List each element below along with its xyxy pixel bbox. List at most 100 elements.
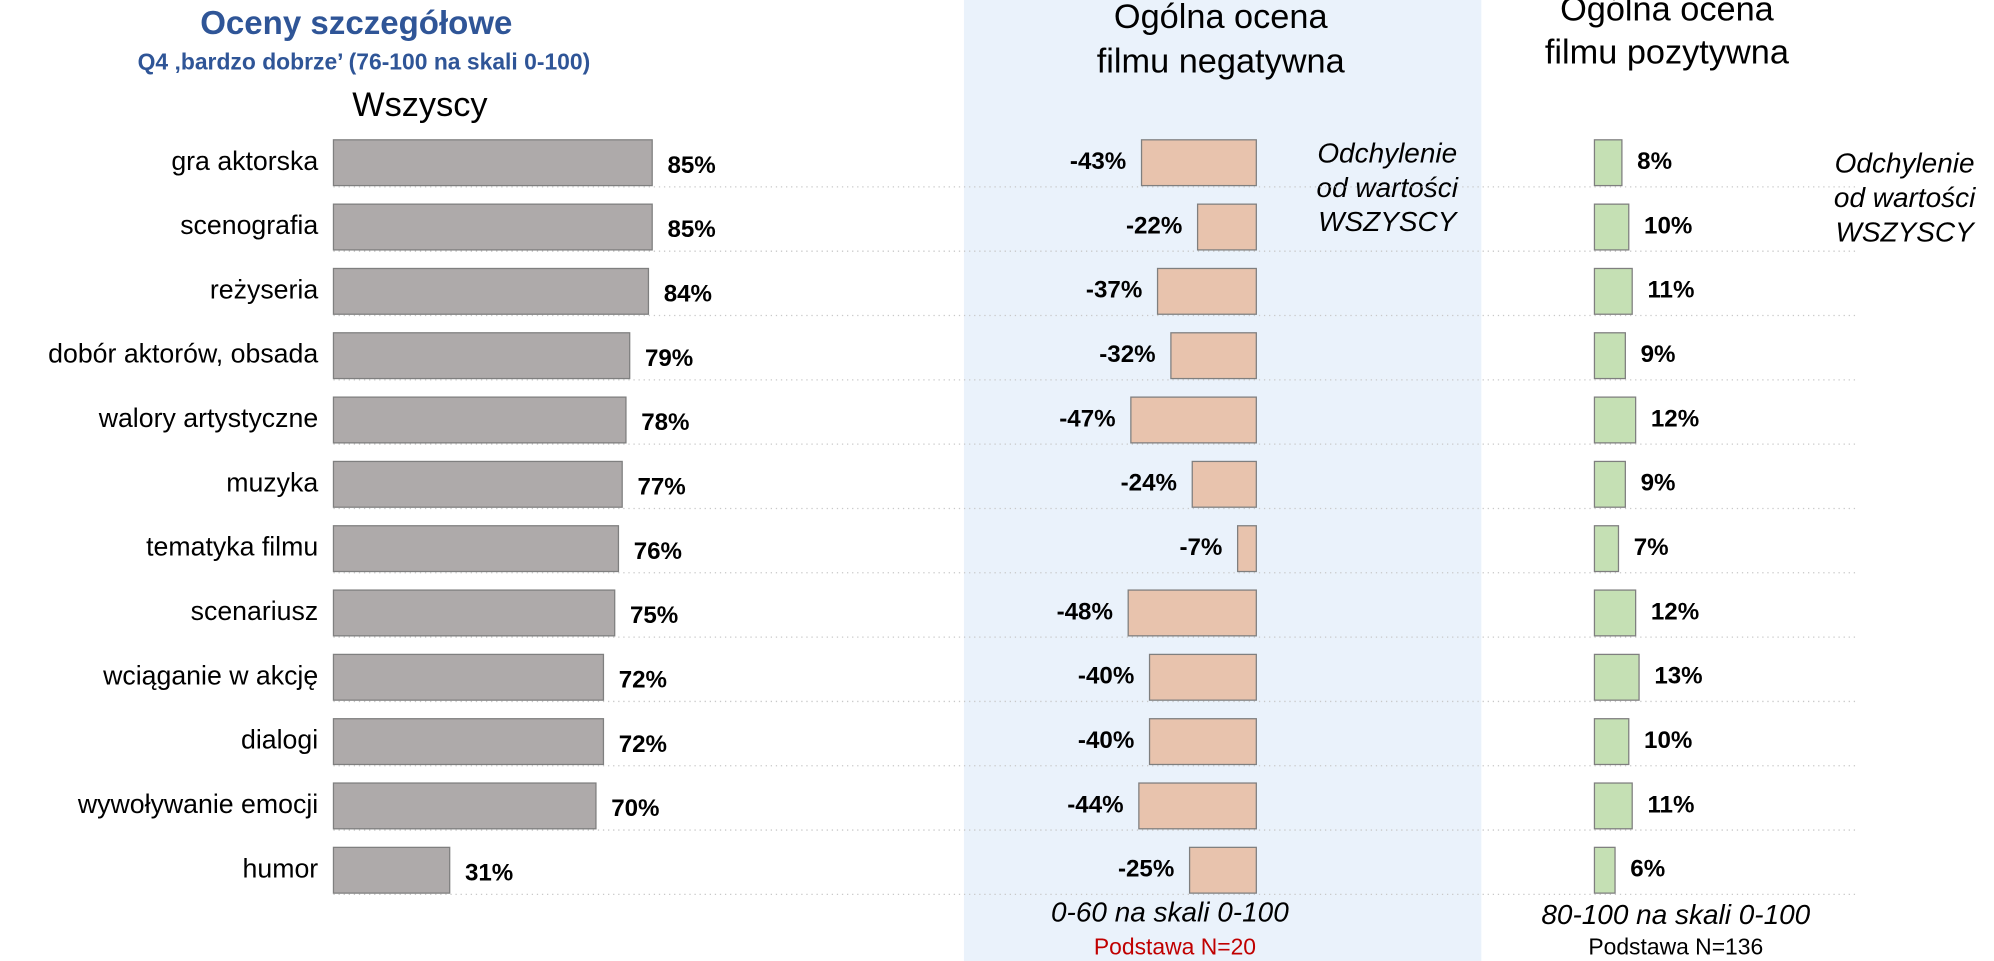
- bar: [332, 139, 653, 187]
- value-label: 10%: [1644, 727, 1692, 754]
- bar: [332, 332, 631, 380]
- bar: [1170, 332, 1257, 380]
- value-label: 79%: [645, 345, 693, 372]
- value-label: 75%: [630, 602, 678, 629]
- value-label: -22%: [1126, 212, 1182, 239]
- category-label: scenariusz: [191, 596, 319, 626]
- bar: [332, 460, 623, 508]
- bar: [1593, 653, 1640, 701]
- value-label: 11%: [1647, 277, 1694, 304]
- bar: [1593, 203, 1630, 251]
- value-label: 77%: [637, 474, 685, 501]
- bar: [332, 782, 597, 830]
- value-label: 11%: [1647, 791, 1694, 818]
- bar: [332, 203, 653, 251]
- value-label: 85%: [667, 216, 715, 243]
- bar: [1593, 718, 1630, 766]
- bar: [1593, 782, 1633, 830]
- value-label: 76%: [634, 538, 682, 565]
- value-label: 70%: [611, 795, 659, 822]
- annotation: Odchylenie: [1317, 137, 1457, 168]
- value-label: 9%: [1641, 341, 1676, 368]
- value-label: 72%: [619, 666, 667, 693]
- bar: [1593, 589, 1637, 637]
- bar: [1191, 460, 1257, 508]
- category-label: reżyseria: [210, 274, 318, 304]
- value-label: 31%: [465, 859, 513, 886]
- bar: [332, 589, 616, 637]
- value-label: 78%: [641, 409, 689, 436]
- chart-subtitle: Q4 ‚bardzo dobrze’ (76-100 na skali 0-10…: [138, 49, 591, 75]
- bar: [1140, 139, 1257, 187]
- footer-base: Podstawa N=20: [1094, 933, 1256, 959]
- value-label: -25%: [1118, 856, 1174, 883]
- value-label: 12%: [1651, 405, 1699, 432]
- category-label: gra aktorska: [171, 146, 318, 176]
- footer-note: 0-60 na skali 0-100: [1051, 896, 1289, 927]
- chart-title: filmu pozytywna: [1545, 34, 1790, 72]
- marks: gra aktorska 85% scenografia 85% reżyseria 84…: [48, 139, 1859, 896]
- bar: [1593, 396, 1637, 444]
- bar: [1196, 203, 1257, 251]
- value-label: -48%: [1057, 598, 1113, 625]
- bar: [332, 718, 605, 766]
- chart-title: Ogólna ocena: [1560, 0, 1775, 29]
- category-label: muzyka: [226, 467, 318, 497]
- bar: [1156, 267, 1257, 315]
- annotation: Odchylenie: [1835, 148, 1975, 179]
- value-label: 10%: [1644, 212, 1692, 239]
- value-label: 85%: [667, 152, 715, 179]
- chart-title: Oceny szczegółowe: [200, 5, 512, 42]
- chart-title: Ogólna ocena: [1114, 0, 1329, 36]
- bar: [1593, 139, 1623, 187]
- footer-base: Podstawa N=136: [1588, 933, 1763, 959]
- value-label: -37%: [1086, 277, 1142, 304]
- bar: [332, 396, 627, 444]
- value-label: 12%: [1651, 598, 1699, 625]
- bar: [1127, 589, 1257, 637]
- value-label: -43%: [1070, 148, 1126, 175]
- category-label: scenografia: [180, 210, 318, 240]
- bar: [1593, 525, 1620, 573]
- bar: [332, 846, 451, 894]
- value-label: -40%: [1078, 727, 1134, 754]
- value-label: -44%: [1067, 791, 1123, 818]
- category-label: tematyka filmu: [146, 532, 318, 562]
- bar: [1130, 396, 1257, 444]
- bar: [332, 267, 650, 315]
- category-label: dialogi: [241, 725, 318, 755]
- category-label: humor: [243, 853, 319, 883]
- value-label: 6%: [1630, 856, 1665, 883]
- footer-note: 80-100 na skali 0-100: [1541, 899, 1810, 930]
- value-label: -40%: [1078, 663, 1134, 690]
- bar: [1593, 267, 1633, 315]
- value-label: 84%: [664, 281, 712, 308]
- bar: [1188, 846, 1257, 894]
- bar: [1148, 653, 1257, 701]
- bar: [1593, 332, 1626, 380]
- annotation: od wartości: [1834, 182, 1976, 213]
- value-label: 7%: [1634, 534, 1669, 561]
- bar: [1138, 782, 1257, 830]
- chart-title: filmu negatywna: [1097, 43, 1346, 81]
- annotation: WSZYSCY: [1318, 206, 1459, 237]
- value-label: 9%: [1641, 470, 1676, 497]
- value-label: 72%: [619, 731, 667, 758]
- value-label: -7%: [1179, 534, 1222, 561]
- bar: [1148, 718, 1257, 766]
- value-label: -24%: [1121, 470, 1177, 497]
- category-label: wciąganie w akcję: [102, 660, 318, 690]
- bar: [332, 653, 605, 701]
- bar: [1593, 460, 1626, 508]
- category-label: dobór aktorów, obsada: [48, 339, 318, 369]
- value-label: -32%: [1099, 341, 1155, 368]
- bar: [332, 525, 620, 573]
- value-label: -47%: [1059, 405, 1115, 432]
- value-label: 13%: [1654, 663, 1702, 690]
- annotation: WSZYSCY: [1835, 216, 1976, 247]
- category-label: wywoływanie emocji: [77, 789, 318, 819]
- bar: [1236, 525, 1257, 573]
- bar: [1593, 846, 1616, 894]
- value-label: 8%: [1637, 148, 1672, 175]
